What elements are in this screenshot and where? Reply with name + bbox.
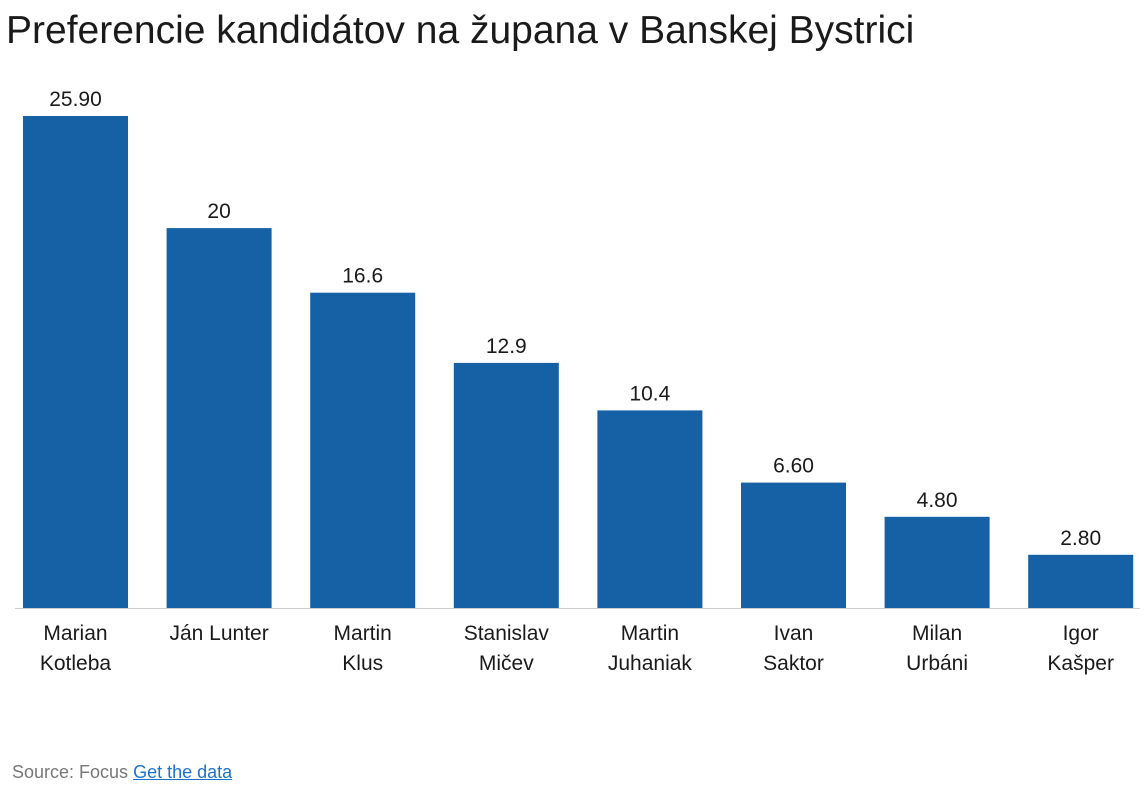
category-label-4-line-1: Juhaniak bbox=[608, 652, 693, 675]
value-label-3: 12.9 bbox=[486, 335, 527, 358]
get-the-data-link[interactable]: Get the data bbox=[133, 762, 233, 782]
category-label-5: Ivan Saktor bbox=[763, 622, 824, 675]
value-label-0: 25.90 bbox=[49, 88, 102, 111]
category-label-3-line-0: Stanislav bbox=[464, 622, 550, 645]
chart-footer: Source: Focus Get the data bbox=[12, 760, 232, 784]
category-label-4-line-0: Martin bbox=[621, 622, 679, 645]
chart-title: Preferencie kandidátov na župana v Bansk… bbox=[6, 9, 915, 52]
value-label-5: 6.60 bbox=[773, 455, 814, 478]
category-label-5-line-1: Saktor bbox=[763, 652, 824, 675]
bar-6 bbox=[884, 516, 990, 608]
bars-group bbox=[23, 116, 1134, 608]
bar-0 bbox=[23, 116, 128, 608]
category-labels-group: Marian Kotleba Ján Lunter Martin Klus Stanisl… bbox=[40, 622, 1114, 675]
bar-7 bbox=[1028, 554, 1134, 608]
category-label-2: Martin Klus bbox=[334, 622, 392, 675]
value-label-2: 16.6 bbox=[342, 265, 383, 288]
value-label-6: 4.80 bbox=[917, 489, 958, 512]
value-label-1: 20 bbox=[207, 200, 230, 223]
category-label-6-line-1: Urbáni bbox=[906, 652, 968, 675]
category-label-3-line-1: Mičev bbox=[479, 652, 534, 675]
category-label-7: Igor Kašper bbox=[1047, 622, 1114, 675]
category-label-2-line-0: Martin bbox=[334, 622, 392, 645]
category-label-7-line-1: Kašper bbox=[1047, 652, 1114, 675]
bar-3 bbox=[453, 362, 559, 608]
category-label-1-line-0: Ján Lunter bbox=[169, 622, 268, 645]
category-label-0: Marian Kotleba bbox=[40, 622, 112, 675]
category-label-5-line-0: Ivan bbox=[774, 622, 814, 645]
category-label-7-line-0: Igor bbox=[1063, 622, 1099, 645]
bar-1 bbox=[166, 228, 272, 608]
category-label-0-line-0: Marian bbox=[43, 622, 107, 645]
value-label-4: 10.4 bbox=[629, 382, 670, 405]
source-note: Source: Focus bbox=[12, 762, 129, 782]
category-label-6: Milan Urbáni bbox=[906, 622, 968, 675]
category-label-3: Stanislav Mičev bbox=[464, 622, 550, 675]
category-label-0-line-1: Kotleba bbox=[40, 652, 112, 675]
value-label-7: 2.80 bbox=[1060, 527, 1101, 550]
category-label-6-line-0: Milan bbox=[912, 622, 962, 645]
bar-5 bbox=[741, 482, 846, 608]
bar-4 bbox=[597, 410, 703, 608]
category-label-2-line-1: Klus bbox=[342, 652, 383, 675]
category-label-4: Martin Juhaniak bbox=[608, 622, 693, 675]
bar-2 bbox=[310, 292, 416, 608]
value-labels-group: 25.90 20 16.6 12.9 10.4 6.60 4.80 2.80 bbox=[49, 88, 1101, 550]
category-label-1: Ján Lunter bbox=[169, 622, 268, 645]
